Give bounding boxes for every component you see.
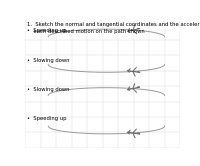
Text: •  Slowing down: • Slowing down: [27, 87, 69, 92]
Text: •  Speeding up: • Speeding up: [27, 28, 66, 33]
Text: 1.  Sketch the normal and tangential coordinates and the acceleration vector and: 1. Sketch the normal and tangential coor…: [27, 22, 200, 34]
Text: •  Slowing down: • Slowing down: [27, 58, 69, 63]
Text: •  Speeding up: • Speeding up: [27, 116, 66, 121]
